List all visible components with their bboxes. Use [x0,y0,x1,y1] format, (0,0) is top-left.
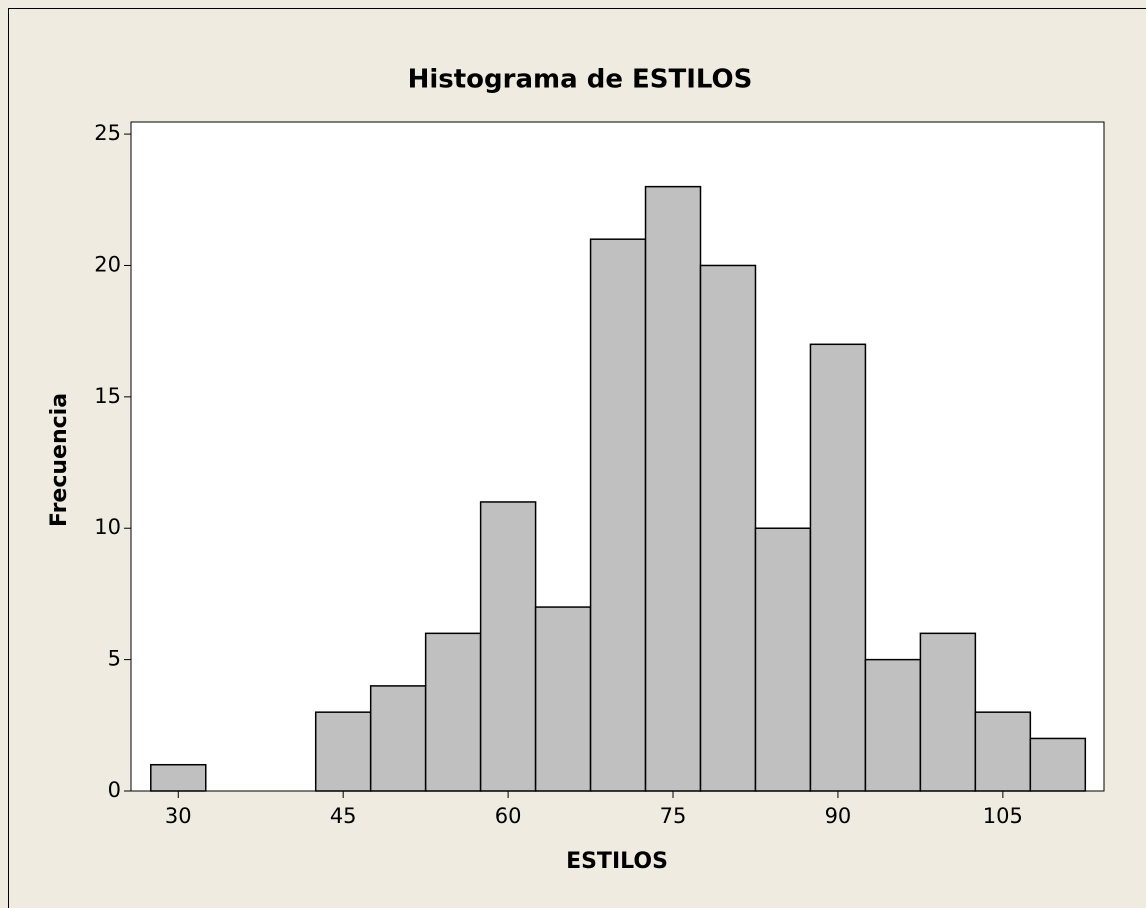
bar [699,264,757,792]
x-tick-label: 90 [825,804,852,828]
bar [314,711,372,792]
x-axis-label: ESTILOS [566,849,668,874]
chart-title: Histograma de ESTILOS [408,65,753,95]
x-tick-label: 30 [165,804,192,828]
bar [534,606,592,792]
bar [974,711,1032,792]
bar [864,658,922,792]
y-tick-label: 5 [108,647,121,671]
bar [919,632,977,792]
y-tick-label: 10 [94,515,121,539]
x-tick-label: 105 [983,804,1023,828]
y-axis-label: Frecuencia [47,393,72,527]
bar [644,185,702,792]
bar [369,685,427,792]
y-tick-label: 0 [108,778,121,802]
x-tick-label: 75 [660,804,687,828]
bar [754,527,812,792]
bar [150,763,207,792]
bar [479,501,537,792]
frame [8,8,1146,908]
x-tick-label: 45 [330,804,357,828]
y-tick-label: 15 [94,384,121,408]
y-tick-label: 20 [94,252,121,276]
bar [589,238,647,792]
x-tick-label: 60 [495,804,522,828]
bar [424,632,482,792]
bar [1029,737,1087,792]
y-tick-label: 25 [94,121,121,145]
bar [809,343,867,792]
